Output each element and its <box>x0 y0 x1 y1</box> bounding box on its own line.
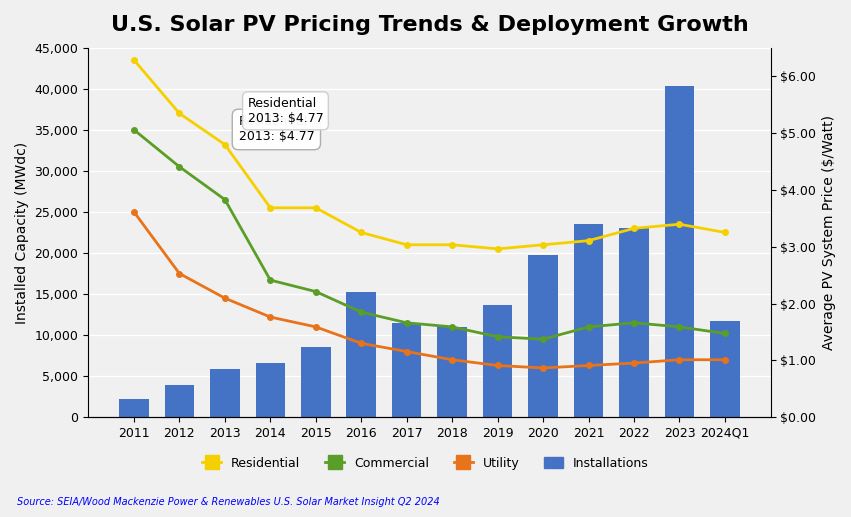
Commercial <box>584 324 594 330</box>
Utility <box>538 365 548 371</box>
Bar <box>255 363 285 417</box>
Bar <box>119 399 149 417</box>
Y-axis label: Average PV System Price ($/Watt): Average PV System Price ($/Watt) <box>822 115 836 350</box>
Text: Source: SEIA/Wood Mackenzie Power & Renewables U.S. Solar Market Insight Q2 2024: Source: SEIA/Wood Mackenzie Power & Rene… <box>17 497 440 507</box>
Utility <box>584 362 594 369</box>
Commercial <box>493 333 503 340</box>
Residential <box>220 142 230 148</box>
Bar <box>483 305 512 417</box>
Residential <box>311 205 321 211</box>
Residential <box>584 238 594 244</box>
Utility <box>402 348 412 355</box>
Utility <box>447 357 457 363</box>
Residential <box>538 241 548 248</box>
Commercial <box>356 309 366 315</box>
Utility <box>720 357 730 363</box>
Commercial <box>629 320 639 326</box>
Commercial <box>674 324 684 330</box>
Utility <box>356 340 366 346</box>
Residential <box>629 225 639 232</box>
Bar <box>346 293 376 417</box>
Utility <box>129 209 139 215</box>
Text: Residential
2013: $4.77: Residential 2013: $4.77 <box>248 97 323 125</box>
Residential <box>356 230 366 236</box>
Residential <box>447 241 457 248</box>
Y-axis label: Installed Capacity (MWdc): Installed Capacity (MWdc) <box>15 141 29 324</box>
Commercial <box>266 277 276 283</box>
Utility <box>220 295 230 301</box>
Bar <box>528 255 558 417</box>
Residential <box>402 241 412 248</box>
Bar <box>301 347 330 417</box>
Commercial <box>447 324 457 330</box>
Residential <box>266 205 276 211</box>
Commercial <box>220 196 230 203</box>
Residential <box>720 230 730 236</box>
Utility <box>266 314 276 320</box>
Utility <box>311 324 321 330</box>
Utility <box>493 362 503 369</box>
Residential <box>493 246 503 252</box>
Commercial <box>174 164 185 170</box>
Line: Residential: Residential <box>131 57 728 252</box>
Bar <box>665 86 694 417</box>
Commercial <box>402 320 412 326</box>
Commercial <box>720 330 730 337</box>
Bar <box>620 229 648 417</box>
Residential <box>129 57 139 63</box>
Title: U.S. Solar PV Pricing Trends & Deployment Growth: U.S. Solar PV Pricing Trends & Deploymen… <box>111 15 748 35</box>
Residential <box>174 110 185 116</box>
Bar <box>437 327 467 417</box>
Utility <box>629 360 639 366</box>
Bar <box>574 224 603 417</box>
Commercial <box>129 127 139 133</box>
Commercial <box>538 336 548 342</box>
Line: Commercial: Commercial <box>131 127 728 342</box>
Utility <box>174 270 185 277</box>
Utility <box>674 357 684 363</box>
Commercial <box>311 288 321 295</box>
Bar <box>210 369 240 417</box>
Line: Utility: Utility <box>131 209 728 371</box>
Residential <box>674 221 684 227</box>
Bar <box>710 321 740 417</box>
Legend: Residential, Commercial, Utility, Installations: Residential, Commercial, Utility, Instal… <box>197 451 654 475</box>
Bar <box>392 323 421 417</box>
Text: Residential
2013: $4.77: Residential 2013: $4.77 <box>238 115 314 144</box>
Bar <box>164 385 194 417</box>
